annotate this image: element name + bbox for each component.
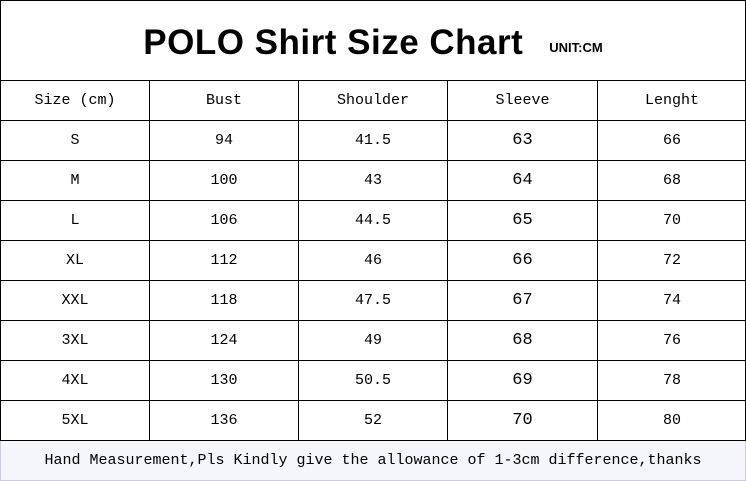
title-row: POLO Shirt Size Chart UNIT:CM [1, 1, 745, 81]
cell-size: XXL [0, 280, 150, 321]
header-shoulder: Shoulder [298, 81, 448, 121]
cell-shoulder: 43 [298, 160, 448, 201]
cell-bust: 100 [149, 160, 299, 201]
header-length: Lenght [597, 81, 746, 121]
cell-bust: 136 [149, 400, 299, 441]
cell-sleeve: 69 [447, 360, 598, 401]
cell-sleeve: 70 [447, 400, 598, 441]
cell-length: 76 [597, 320, 746, 361]
cell-bust: 130 [149, 360, 299, 401]
cell-length: 78 [597, 360, 746, 401]
table-row: 5XL 136 52 70 80 [0, 400, 746, 441]
chart-title: POLO Shirt Size Chart [143, 22, 524, 62]
cell-sleeve: 65 [447, 200, 598, 241]
cell-size: 5XL [0, 400, 150, 441]
cell-length: 70 [597, 200, 746, 241]
cell-sleeve: 67 [447, 280, 598, 321]
cell-sleeve: 68 [447, 320, 598, 361]
cell-size: 3XL [0, 320, 150, 361]
cell-shoulder: 46 [298, 240, 448, 281]
cell-sleeve: 66 [447, 240, 598, 281]
cell-bust: 106 [149, 200, 299, 241]
cell-shoulder: 50.5 [298, 360, 448, 401]
cell-shoulder: 49 [298, 320, 448, 361]
cell-size: S [0, 120, 150, 161]
header-row: Size (cm) Bust Shoulder Sleeve Lenght [0, 81, 746, 121]
header-bust: Bust [149, 81, 299, 121]
cell-shoulder: 44.5 [298, 200, 448, 241]
cell-size: M [0, 160, 150, 201]
unit-label: UNIT:CM [549, 40, 603, 55]
table-row: 3XL 124 49 68 76 [0, 320, 746, 361]
cell-size: 4XL [0, 360, 150, 401]
cell-length: 72 [597, 240, 746, 281]
cell-length: 74 [597, 280, 746, 321]
cell-shoulder: 41.5 [298, 120, 448, 161]
cell-length: 68 [597, 160, 746, 201]
cell-bust: 94 [149, 120, 299, 161]
cell-size: XL [0, 240, 150, 281]
cell-bust: 112 [149, 240, 299, 281]
cell-sleeve: 64 [447, 160, 598, 201]
footer-note: Hand Measurement,Pls Kindly give the all… [0, 441, 746, 481]
cell-shoulder: 52 [298, 400, 448, 441]
cell-bust: 124 [149, 320, 299, 361]
table-row: L 106 44.5 65 70 [0, 200, 746, 241]
cell-bust: 118 [149, 280, 299, 321]
table-row: XL 112 46 66 72 [0, 240, 746, 281]
size-chart: POLO Shirt Size Chart UNIT:CM Size (cm) … [0, 0, 746, 441]
cell-size: L [0, 200, 150, 241]
cell-length: 66 [597, 120, 746, 161]
header-size: Size (cm) [0, 81, 150, 121]
header-sleeve: Sleeve [447, 81, 598, 121]
table-row: XXL 118 47.5 67 74 [0, 280, 746, 321]
table-row: M 100 43 64 68 [0, 160, 746, 201]
cell-length: 80 [597, 400, 746, 441]
cell-shoulder: 47.5 [298, 280, 448, 321]
cell-sleeve: 63 [447, 120, 598, 161]
table-row: 4XL 130 50.5 69 78 [0, 360, 746, 401]
table-row: S 94 41.5 63 66 [0, 120, 746, 161]
